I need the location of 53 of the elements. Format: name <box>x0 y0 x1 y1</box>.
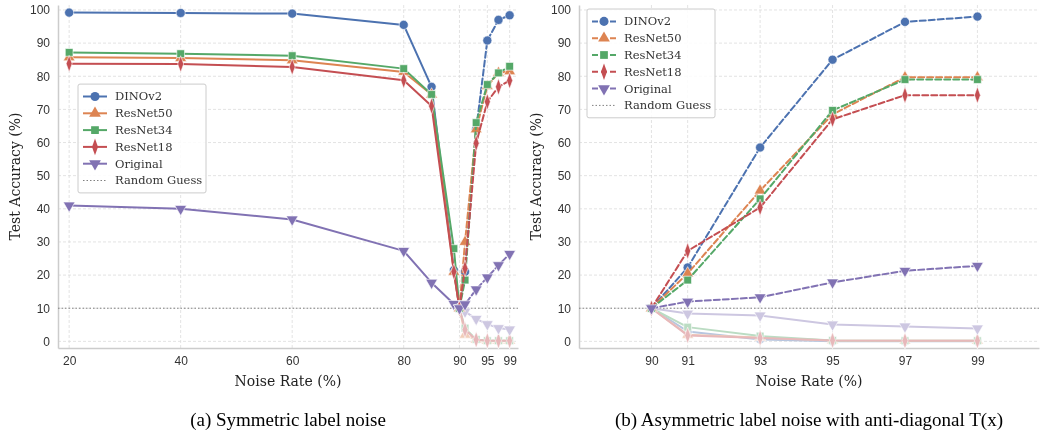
legend-label: ResNet34 <box>624 48 682 62</box>
x-tick-label: 93 <box>753 353 768 368</box>
x-axis-title: Noise Rate (%) <box>234 373 342 389</box>
y-tick-label: 60 <box>557 135 572 150</box>
x-tick-label: 91 <box>681 353 696 368</box>
legend-label: ResNet18 <box>624 64 682 79</box>
y-axis-title: Test Accuracy (%) <box>528 112 544 241</box>
x-tick-label: 80 <box>397 353 412 368</box>
y-tick-label: 60 <box>36 135 51 150</box>
x-axis-title: Noise Rate (%) <box>755 373 863 389</box>
text: (a) Symmetric label noise <box>190 409 386 431</box>
legend-label: ResNet50 <box>115 106 173 121</box>
legend-label: DINOv2 <box>115 89 163 104</box>
y-tick-label: 40 <box>557 202 572 217</box>
legend-label: Original <box>115 156 163 171</box>
y-tick-label: 10 <box>557 301 572 316</box>
y-tick-label: 90 <box>557 36 572 51</box>
y-tick-label: 100 <box>29 3 51 18</box>
x-tick-label: 95 <box>826 353 841 368</box>
y-tick-label: 50 <box>36 169 51 184</box>
y-tick-label: 50 <box>557 169 572 184</box>
y-tick-label: 90 <box>36 36 51 51</box>
text: (b) Asymmetric label noise with anti-diagonal T(x) <box>615 409 1003 431</box>
y-tick-label: 70 <box>36 102 51 117</box>
x-tick-label: 60 <box>286 353 300 368</box>
x-tick-label: 20 <box>62 353 77 368</box>
y-tick-label: 40 <box>36 202 51 217</box>
x-tick-label: 90 <box>645 353 659 368</box>
x-tick-label: 99 <box>503 353 518 368</box>
y-tick-label: 0 <box>43 334 51 349</box>
x-tick-label: 40 <box>174 353 189 368</box>
x-tick-label: 95 <box>481 353 495 368</box>
legend-label: ResNet18 <box>115 139 173 154</box>
x-tick-label: 90 <box>453 353 467 368</box>
legend-label: DINOv2 <box>624 14 672 29</box>
legend-label: Random Guess <box>115 173 203 188</box>
y-tick-label: 30 <box>557 235 572 250</box>
y-axis-title: Test Accuracy (%) <box>7 112 23 241</box>
y-tick-label: 10 <box>36 301 51 316</box>
y-tick-label: 20 <box>557 268 572 283</box>
legend-label: Random Guess <box>624 98 712 113</box>
legend-label: Original <box>624 81 672 96</box>
x-tick-label: 99 <box>971 353 985 368</box>
y-tick-label: 20 <box>36 268 51 283</box>
y-tick-label: 100 <box>550 3 572 18</box>
y-tick-label: 30 <box>36 235 51 250</box>
x-tick-label: 97 <box>898 353 913 368</box>
y-tick-label: 80 <box>557 69 572 84</box>
y-tick-label: 70 <box>557 102 572 117</box>
y-tick-label: 0 <box>564 334 572 349</box>
y-tick-label: 80 <box>36 69 51 84</box>
legend-label: ResNet50 <box>624 31 682 46</box>
legend-label: ResNet34 <box>115 123 173 138</box>
